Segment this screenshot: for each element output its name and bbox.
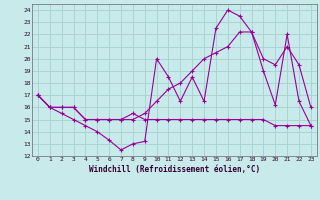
X-axis label: Windchill (Refroidissement éolien,°C): Windchill (Refroidissement éolien,°C) (89, 165, 260, 174)
